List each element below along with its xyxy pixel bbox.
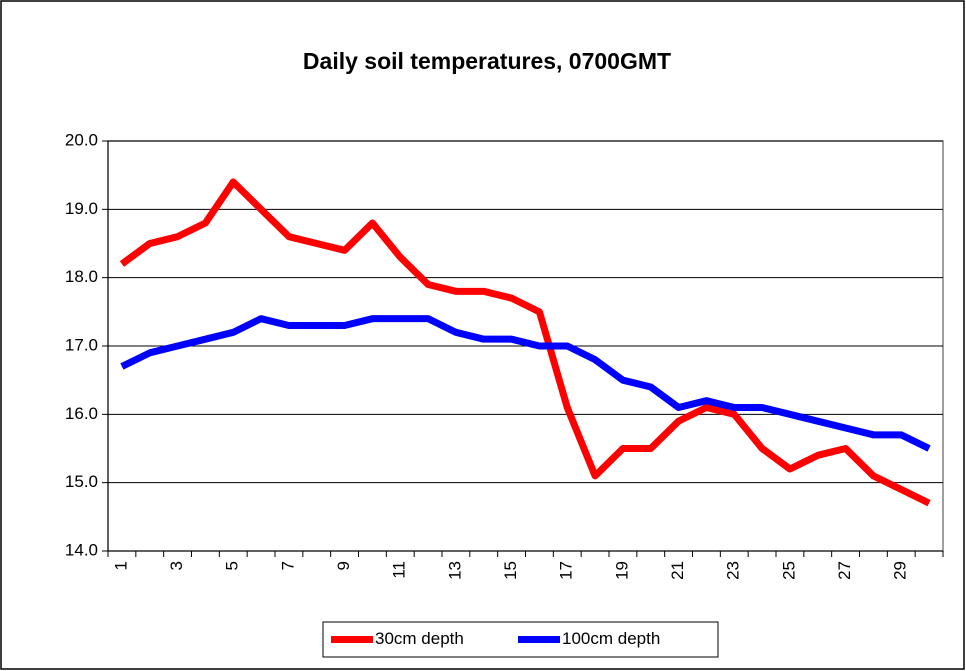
x-tick-label: 11 <box>390 561 409 579</box>
chart-title: Daily soil temperatures, 0700GMT <box>303 48 671 74</box>
x-tick-label: 7 <box>278 561 297 570</box>
x-tick-label: 23 <box>724 561 743 580</box>
series-line <box>119 178 931 507</box>
x-tick-label: 21 <box>668 561 687 580</box>
x-tick-label: 29 <box>891 561 910 580</box>
x-tick-label: 27 <box>835 561 854 580</box>
y-tick-label: 20.0 <box>65 130 98 149</box>
x-tick-label: 3 <box>167 561 186 570</box>
y-tick-label: 14.0 <box>65 540 98 559</box>
y-tick-label: 15.0 <box>65 472 98 491</box>
legend-label: 30cm depth <box>375 629 464 648</box>
x-tick-label: 17 <box>557 561 576 580</box>
y-tick-label: 18.0 <box>65 267 98 286</box>
x-tick-label: 19 <box>612 561 631 580</box>
x-tick-label: 5 <box>223 561 242 570</box>
y-tick-label: 19.0 <box>65 199 98 218</box>
x-tick-label: 25 <box>779 561 798 580</box>
y-tick-label: 16.0 <box>65 404 98 423</box>
series-line <box>120 315 931 452</box>
legend-label: 100cm depth <box>562 629 660 648</box>
y-tick-label: 17.0 <box>65 335 98 354</box>
x-tick-label: 13 <box>445 561 464 580</box>
x-tick-label: 9 <box>334 561 353 570</box>
x-tick-label: 1 <box>111 561 130 570</box>
x-tick-label: 15 <box>501 561 520 580</box>
